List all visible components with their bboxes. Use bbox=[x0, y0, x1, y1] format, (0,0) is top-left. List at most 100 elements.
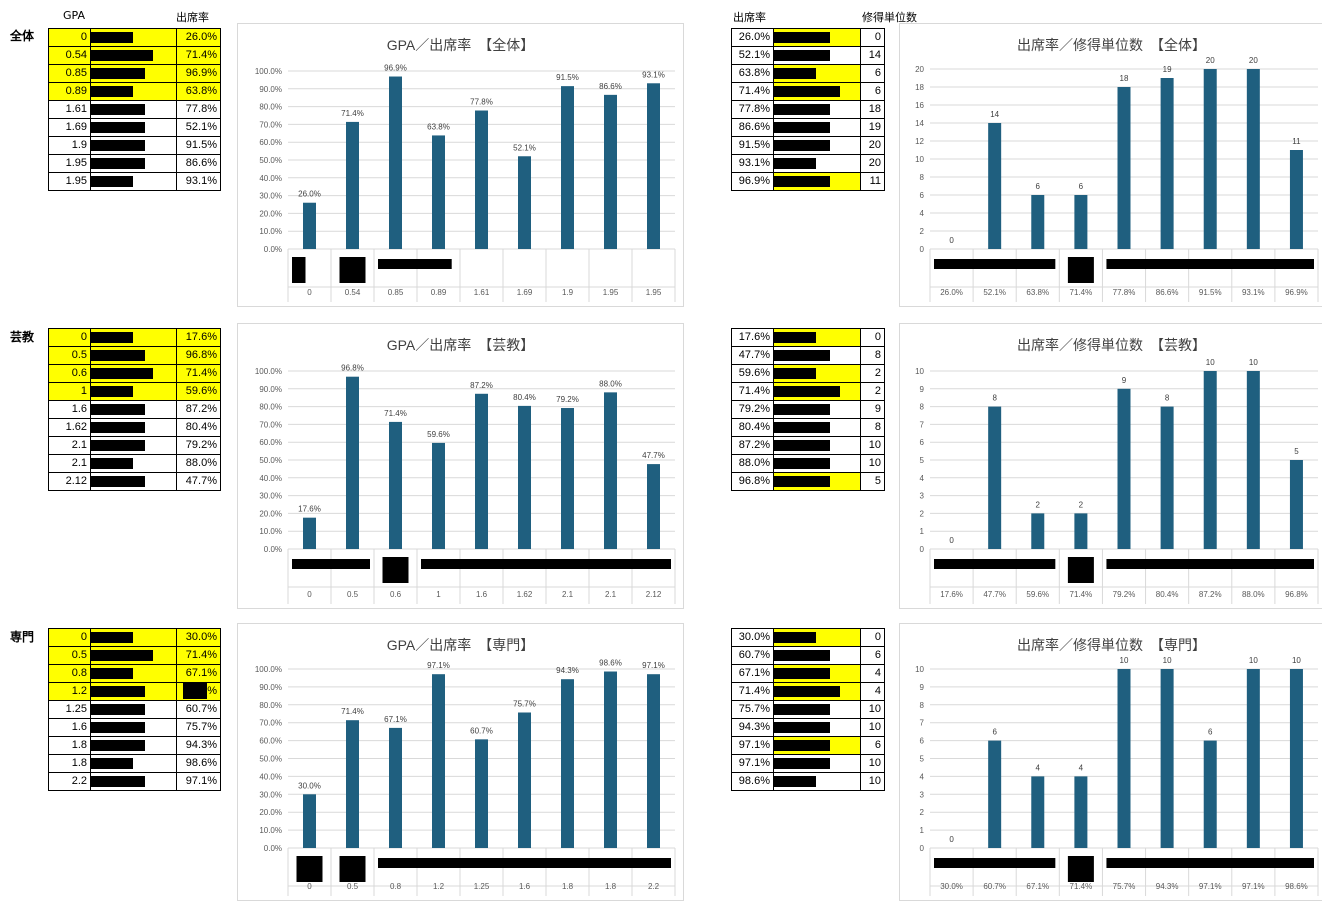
redaction-block bbox=[774, 632, 816, 643]
redaction-block bbox=[774, 722, 830, 733]
chart-gpa-attendance-arts: GPA／出席率 【芸教】 0.0% 10.0% 20.0% 30.0% 40.0% 50.0… bbox=[237, 323, 684, 609]
gpa-cell: 1.69 bbox=[48, 118, 91, 137]
y-tick-label: 30.0% bbox=[259, 492, 282, 501]
redaction-block bbox=[91, 140, 145, 151]
bar bbox=[432, 442, 445, 549]
redaction-block bbox=[774, 140, 830, 151]
attendance-cell: 71.4% bbox=[731, 382, 774, 401]
data-label: 71.4% bbox=[341, 109, 364, 118]
gpa-cell: 0 bbox=[48, 628, 91, 647]
credits-cell: 0 bbox=[860, 628, 885, 647]
redacted-cell bbox=[90, 628, 177, 647]
bar bbox=[1203, 371, 1217, 549]
y-tick-label: 40.0% bbox=[259, 174, 282, 183]
x-tick-label: 63.8% bbox=[1026, 288, 1049, 297]
attendance-cell: 71.4% bbox=[176, 364, 221, 383]
bar bbox=[604, 94, 617, 250]
table-row: 1.95 93.1% bbox=[48, 172, 221, 191]
data-label: 19 bbox=[1163, 65, 1172, 74]
x-tick-label: 0.85 bbox=[388, 288, 404, 297]
redaction-block bbox=[91, 32, 133, 43]
redaction-block bbox=[1106, 559, 1314, 569]
redaction-block bbox=[774, 350, 830, 361]
bar bbox=[988, 123, 1002, 249]
redacted-cell bbox=[90, 136, 177, 155]
redacted-cell bbox=[773, 400, 861, 419]
group-label-arts: 芸教 bbox=[10, 330, 35, 344]
y-tick-label: 20.0% bbox=[259, 209, 282, 218]
redaction-block bbox=[91, 632, 133, 643]
gpa-cell: 2.1 bbox=[48, 454, 91, 473]
data-label: 20 bbox=[1249, 56, 1258, 65]
gpa-cell: 0.5 bbox=[48, 646, 91, 665]
redacted-cell bbox=[773, 328, 861, 347]
table-row: 1.9 91.5% bbox=[48, 136, 221, 155]
attendance-cell: 71.4% bbox=[176, 646, 221, 665]
gpa-cell: 0.6 bbox=[48, 364, 91, 383]
data-label: 59.6% bbox=[427, 430, 450, 439]
table-row: 94.3% 10 bbox=[731, 718, 885, 737]
redacted-cell bbox=[773, 772, 861, 791]
attendance-cell: 96.8% bbox=[176, 346, 221, 365]
redacted-cell bbox=[90, 472, 177, 491]
y-tick-label: 5 bbox=[920, 755, 925, 764]
credits-cell: 10 bbox=[860, 700, 885, 719]
y-tick-label: 10 bbox=[915, 665, 924, 674]
redacted-cell bbox=[773, 100, 861, 119]
gpa-cell: 1.8 bbox=[48, 736, 91, 755]
redacted-cell bbox=[773, 718, 861, 737]
credits-cell: 11 bbox=[860, 172, 885, 191]
table-row: 96.8% 5 bbox=[731, 472, 885, 491]
table-row: 0.8 67.1% bbox=[48, 664, 221, 683]
y-tick-label: 30.0% bbox=[259, 192, 282, 201]
table-row: 0.5 71.4% bbox=[48, 646, 221, 665]
gpa-cell: 2.2 bbox=[48, 772, 91, 791]
table-row: 60.7% 6 bbox=[731, 646, 885, 665]
chart-title: 出席率／修得単位数 【全体】 bbox=[1017, 37, 1206, 53]
attendance-credits-table-all: 26.0% 0 52.1% 14 63.8% 6 71.4% 6 77.8% 18 86.6% 19 9… bbox=[731, 28, 885, 191]
redacted-cell bbox=[90, 118, 177, 137]
y-tick-label: 9 bbox=[920, 385, 925, 394]
redaction-block bbox=[91, 158, 145, 169]
y-tick-label: 4 bbox=[920, 772, 925, 781]
table-row: 26.0% 0 bbox=[731, 28, 885, 47]
credits-cell: 4 bbox=[860, 682, 885, 701]
gpa-cell: 1.95 bbox=[48, 172, 91, 191]
data-label: 80.4% bbox=[513, 393, 536, 402]
table-row: 1.95 86.6% bbox=[48, 154, 221, 173]
y-tick-label: 8 bbox=[920, 701, 925, 710]
attendance-cell: 67.1% bbox=[731, 664, 774, 683]
redaction-block bbox=[774, 332, 816, 343]
table-row: 0 26.0% bbox=[48, 28, 221, 47]
table-row: 1.62 80.4% bbox=[48, 418, 221, 437]
table-row: 86.6% 19 bbox=[731, 118, 885, 137]
y-tick-label: 0 bbox=[920, 245, 925, 254]
credits-cell: 10 bbox=[860, 754, 885, 773]
data-label: 97.1% bbox=[642, 661, 665, 670]
redaction-block bbox=[91, 758, 133, 769]
redacted-cell bbox=[90, 346, 177, 365]
x-tick-label: 0.6 bbox=[390, 590, 402, 599]
redaction-block bbox=[1106, 858, 1314, 868]
data-label: 97.1% bbox=[427, 661, 450, 670]
attendance-cell: 80.4% bbox=[731, 418, 774, 437]
table-row: 1.6 87.2% bbox=[48, 400, 221, 419]
redacted-cell bbox=[773, 136, 861, 155]
bar bbox=[1289, 460, 1303, 549]
y-tick-label: 6 bbox=[920, 438, 925, 447]
gpa-cell: 1.61 bbox=[48, 100, 91, 119]
redaction-block bbox=[91, 650, 153, 661]
bar bbox=[1246, 669, 1260, 848]
redacted-cell bbox=[90, 664, 177, 683]
y-tick-label: 60.0% bbox=[259, 438, 282, 447]
x-tick-label: 52.1% bbox=[983, 288, 1006, 297]
attendance-cell: 52.1% bbox=[176, 118, 221, 137]
redaction-block bbox=[91, 440, 145, 451]
attendance-cell: 17.6% bbox=[176, 328, 221, 347]
table-row: 75.7% 10 bbox=[731, 700, 885, 719]
table-row: 2.1 79.2% bbox=[48, 436, 221, 455]
redacted-cell bbox=[773, 82, 861, 101]
y-tick-label: 16 bbox=[915, 101, 924, 110]
x-tick-label: 75.7% bbox=[1113, 882, 1136, 891]
y-tick-label: 20 bbox=[915, 65, 924, 74]
